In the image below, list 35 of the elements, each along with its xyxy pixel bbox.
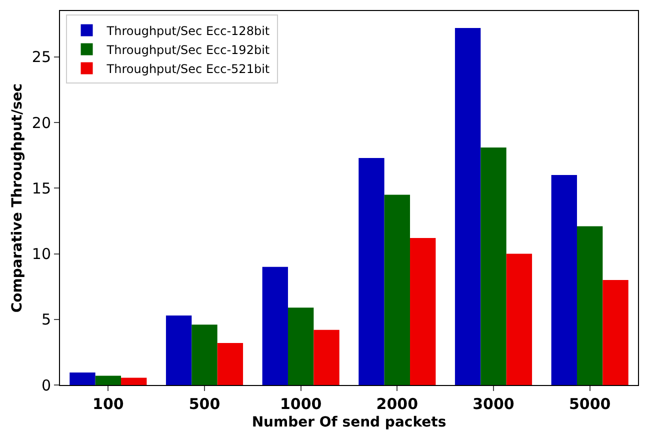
bar bbox=[384, 194, 410, 385]
bar bbox=[576, 226, 603, 385]
bar bbox=[480, 147, 506, 385]
y-tick-label: 15 bbox=[32, 179, 51, 198]
x-tick-label: 1000 bbox=[280, 395, 322, 413]
x-tick-label: 5000 bbox=[568, 395, 611, 413]
bar bbox=[358, 158, 384, 385]
bar bbox=[121, 378, 147, 385]
bar bbox=[95, 376, 122, 385]
legend-label: Throughput/Sec Ecc-192bit bbox=[106, 42, 270, 57]
bar bbox=[262, 266, 288, 385]
x-tick-label: 3000 bbox=[472, 395, 514, 413]
bar bbox=[288, 308, 314, 385]
bar bbox=[166, 315, 192, 385]
x-tick-label: 500 bbox=[188, 395, 220, 413]
bar bbox=[506, 254, 532, 385]
y-axis-title: Comparative Throughput/sec bbox=[10, 83, 26, 313]
bar bbox=[192, 324, 218, 385]
x-axis-title: Number Of send packets bbox=[252, 414, 446, 430]
bar bbox=[551, 175, 577, 385]
x-tick-label: 100 bbox=[92, 395, 124, 413]
y-tick-label: 25 bbox=[32, 48, 51, 66]
x-tick-label: 2000 bbox=[376, 395, 418, 413]
bar bbox=[602, 280, 628, 385]
bar bbox=[217, 343, 244, 385]
bar bbox=[314, 330, 340, 385]
legend-label: Throughput/Sec Ecc-128bit bbox=[106, 24, 270, 38]
y-tick-label: 5 bbox=[41, 310, 51, 329]
bar bbox=[410, 238, 436, 385]
y-tick-label: 10 bbox=[32, 245, 51, 264]
y-tick-label: 0 bbox=[41, 376, 51, 394]
bar bbox=[70, 372, 96, 385]
y-tick-label: 20 bbox=[32, 114, 51, 132]
legend-label: Throughput/Sec Ecc-521bit bbox=[106, 62, 270, 76]
bar bbox=[454, 28, 481, 385]
